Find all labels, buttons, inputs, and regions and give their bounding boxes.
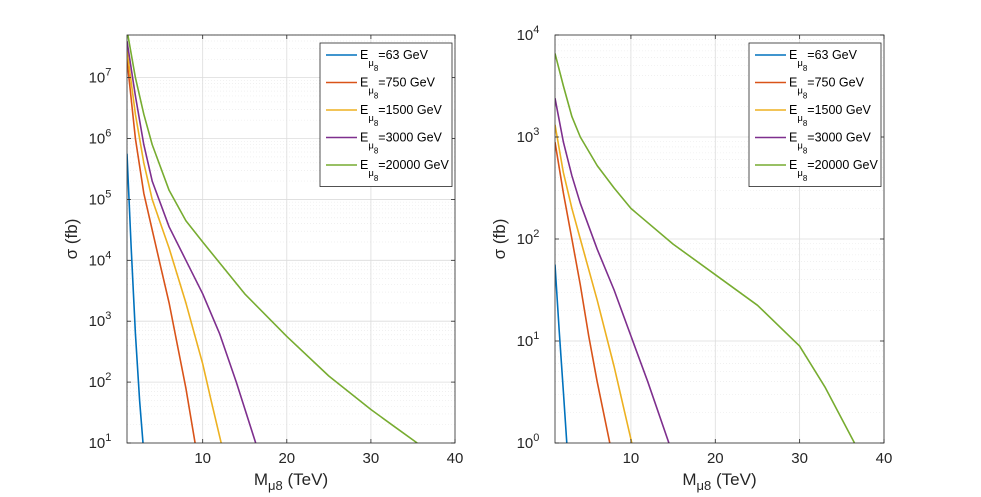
legend-entry: Eμ8=3000 GeV [789, 131, 872, 156]
x-tick-label: 20 [278, 450, 295, 467]
y-tick-label: 106 [89, 128, 112, 148]
y-tick-label: 100 [517, 432, 540, 452]
y-axis-label: σ (fb) [62, 219, 81, 260]
y-tick-label: 103 [89, 310, 112, 330]
legend-entry: Eμ8=3000 GeV [360, 131, 443, 156]
legend-box [748, 42, 882, 187]
x-axis-label: Mμ8 (TeV) [254, 470, 328, 493]
x-tick-label: 10 [194, 450, 211, 467]
x-tick-label: 20 [707, 450, 724, 467]
y-tick-label: 107 [89, 67, 112, 87]
y-tick-label: 102 [517, 228, 540, 248]
legend-entry: Eμ8=20000 GeV [789, 158, 878, 183]
series-line-1500-gev [127, 50, 222, 443]
y-tick-label: 104 [517, 24, 540, 44]
legend-entry: Eμ8=63 GeV [789, 48, 858, 73]
x-tick-label: 40 [876, 450, 893, 467]
chart-panel-1: 10 20 30 40 101 102 103 104 105 106 107 σ (fb) Mμ8 (… [62, 34, 464, 493]
series-line-3000-gev [127, 40, 257, 443]
x-tick-label: 30 [791, 450, 808, 467]
y-tick-label: 104 [89, 249, 112, 269]
y-tick-label: 103 [517, 126, 540, 146]
legend-entry: Eμ8=20000 GeV [360, 158, 449, 183]
series-line-750-gev [555, 141, 611, 443]
chart-panel-2: 10 20 30 40 100 101 102 103 104 σ (fb) Mμ8 (TeV) Eμ… [490, 24, 892, 493]
series-line-750-gev [127, 59, 196, 443]
axes-box [126, 34, 456, 444]
series-line-63-gev [555, 264, 568, 443]
y-tick-label: 102 [89, 371, 112, 391]
series-line-63-gev [127, 153, 144, 443]
legend-entry: Eμ8=1500 GeV [360, 103, 443, 128]
legend-entry: Eμ8=1500 GeV [789, 103, 872, 128]
x-tick-label: 30 [363, 450, 380, 467]
y-axis-label: σ (fb) [490, 219, 509, 260]
x-axis-label: Mμ8 (TeV) [682, 470, 756, 493]
y-tick-label: 101 [517, 330, 540, 350]
x-tick-label: 40 [447, 450, 464, 467]
legend-box [319, 42, 453, 187]
legend-entry: Eμ8=750 GeV [360, 76, 436, 101]
series-line-20000-gev [127, 35, 418, 443]
y-tick-label: 105 [89, 188, 112, 208]
x-tick-label: 10 [623, 450, 640, 467]
legend-entry: Eμ8=63 GeV [360, 48, 429, 73]
y-tick-label: 101 [89, 432, 112, 452]
series-line-20000-gev [555, 53, 856, 443]
series-line-1500-gev [555, 124, 633, 443]
legend-entry: Eμ8=750 GeV [789, 76, 865, 101]
series-line-3000-gev [555, 98, 670, 443]
